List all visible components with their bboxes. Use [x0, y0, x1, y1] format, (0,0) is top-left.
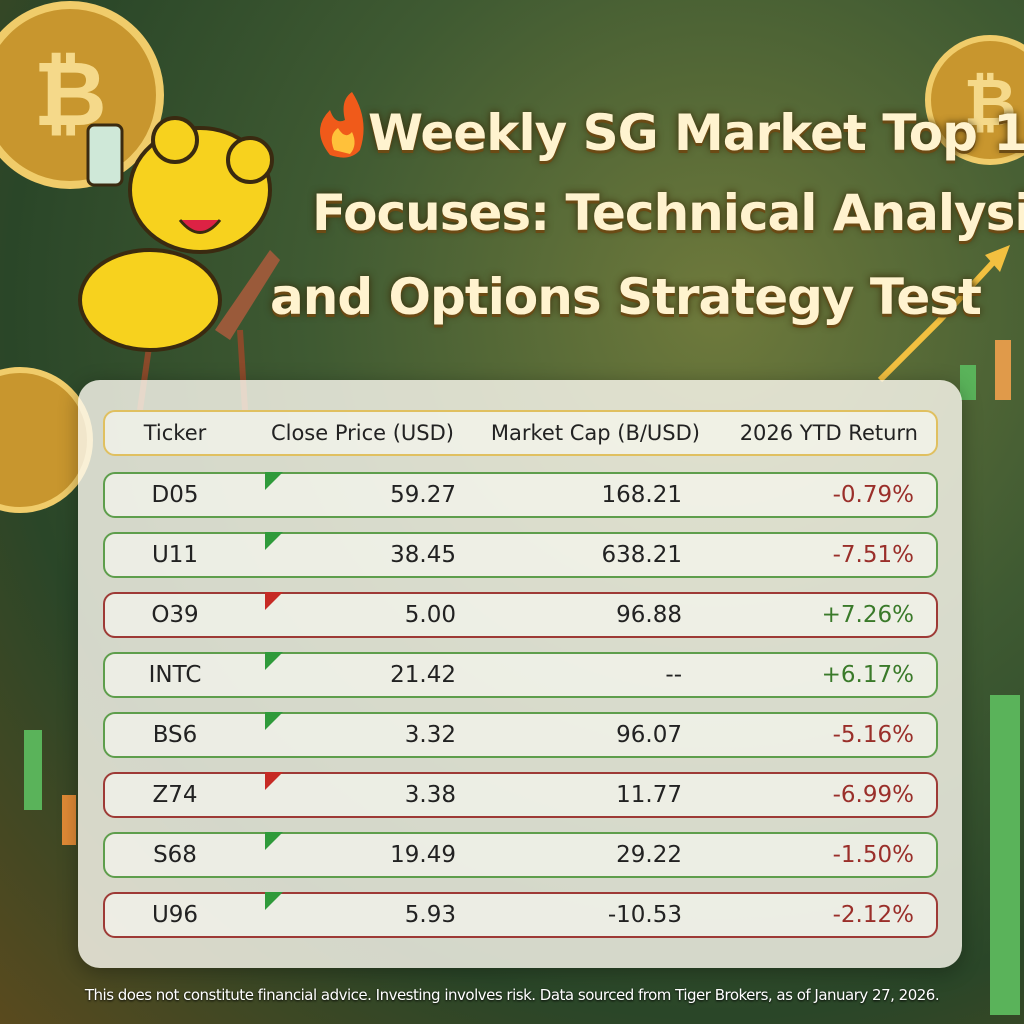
trend-flag: [265, 832, 283, 850]
trend-flag: [265, 472, 283, 490]
table-panel: Ticker Close Price (USD) Market Cap (B/USD…: [78, 380, 962, 968]
table-row: INTC 21.42 -- +6.17%: [103, 652, 938, 698]
table-cell: BS6: [152, 722, 198, 748]
table-cell: 5.93: [404, 902, 456, 928]
table-row: D05 59.27 168.21 -0.79%: [103, 472, 938, 518]
mascot: [78, 116, 280, 411]
header-row: Ticker Close Price (USD) Market Cap (B/USD…: [103, 410, 938, 456]
table-cell: 3.38: [404, 782, 456, 808]
table-cell: --: [665, 662, 682, 688]
table-cell: -0.79%: [832, 482, 914, 508]
table-cell: 638.21: [601, 542, 682, 568]
disclaimer: This does not constitute financial advic…: [84, 986, 940, 1004]
table-cell: 5.00: [404, 602, 456, 628]
table-cell: 19.49: [390, 842, 456, 868]
table-cell: 168.21: [601, 482, 682, 508]
table-cell: U96: [151, 902, 199, 928]
table-cell: 38.45: [390, 542, 456, 568]
trend-flag: [265, 892, 283, 910]
title-line: Weekly SG Market Top 10: [368, 104, 1024, 162]
table-cell: -6.99%: [832, 782, 914, 808]
table-row: U96 5.93 -10.53 -2.12%: [103, 892, 938, 938]
svg-text:₿: ₿: [964, 66, 1017, 141]
table-cell: 29.22: [616, 842, 682, 868]
table-cell: Z74: [152, 782, 198, 808]
column-header: Ticker: [143, 421, 207, 445]
table-cell: 11.77: [616, 782, 682, 808]
table-cell: 96.88: [616, 602, 682, 628]
title-line: and Options Strategy Test: [270, 268, 982, 326]
table-cell: D05: [151, 482, 199, 508]
title-line: Focuses: Technical Analysis: [312, 184, 1024, 242]
trend-flag: [265, 712, 283, 730]
table-cell: S68: [153, 842, 197, 868]
table-cell: +7.26%: [821, 602, 914, 628]
table-cell: 96.07: [616, 722, 682, 748]
table-cell: +6.17%: [821, 662, 914, 688]
table-cell: -7.51%: [832, 542, 914, 568]
trend-flag: [265, 772, 283, 790]
table-cell: -10.53: [607, 902, 682, 928]
table-cell: INTC: [148, 662, 202, 688]
table-row: S68 19.49 29.22 -1.50%: [103, 832, 938, 878]
trend-flag: [265, 532, 283, 550]
table-row: U11 38.45 638.21 -7.51%: [103, 532, 938, 578]
table-cell: O39: [151, 602, 199, 628]
table-row: BS6 3.32 96.07 -5.16%: [103, 712, 938, 758]
table-cell: U11: [151, 542, 199, 568]
table-row: O39 5.00 96.88 +7.26%: [103, 592, 938, 638]
column-header: Close Price (USD): [270, 421, 454, 445]
column-header: 2026 YTD Return: [739, 421, 918, 445]
table-cell: 3.32: [404, 722, 456, 748]
table-cell: 59.27: [390, 482, 456, 508]
trend-flag: [265, 592, 283, 610]
column-header: Market Cap (B/USD): [490, 421, 700, 445]
table-row: Z74 3.38 11.77 -6.99%: [103, 772, 938, 818]
trend-flag: [265, 652, 283, 670]
table-cell: 21.42: [390, 662, 456, 688]
table-cell: -2.12%: [832, 902, 914, 928]
table-cell: -1.50%: [832, 842, 914, 868]
table-cell: -5.16%: [832, 722, 914, 748]
